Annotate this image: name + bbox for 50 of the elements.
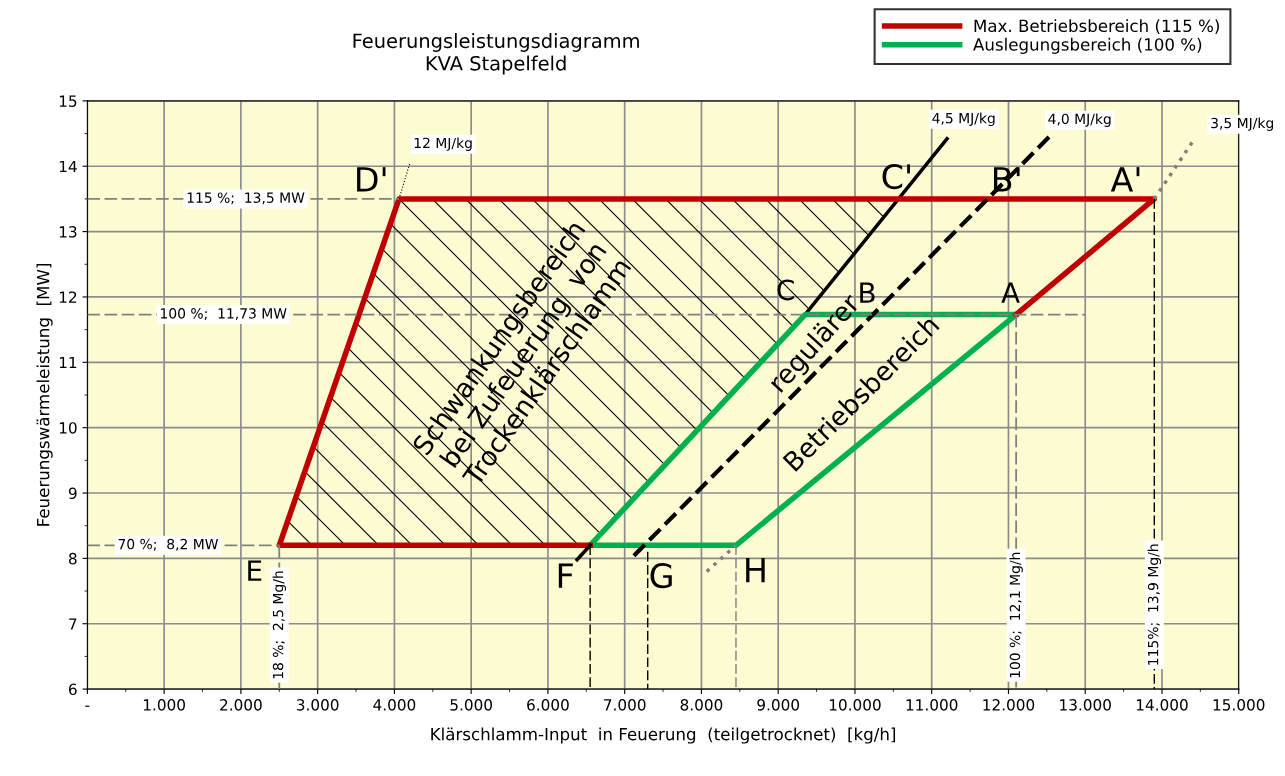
y-axis-title: Feuerungswärmeleistung [MW]: [36, 264, 53, 526]
x-tick-label: 13.000: [1060, 699, 1111, 711]
annotation: 100 %; 11,73 MW: [161, 308, 287, 321]
annotation: G: [650, 563, 672, 589]
x-tick-label: 10.000: [829, 699, 881, 711]
x-tick-label: 6.000: [527, 699, 569, 711]
y-tick-label: 8: [68, 552, 77, 565]
y-tick-label: 9: [68, 487, 77, 500]
annotation: 12 MJ/kg: [414, 137, 472, 151]
annotation: 115 %; 13,5 MW: [187, 192, 305, 205]
x-tick-label: 2.000: [220, 699, 262, 711]
chart-title: Feuerungsleistungsdiagramm KVA Stapelfeld: [353, 33, 639, 75]
annotation: B: [860, 282, 875, 303]
annotation: 4,5 MJ/kg: [932, 112, 995, 127]
annotation: 70 %; 8,2 MW: [118, 538, 219, 551]
x-tick-label: 14.000: [1136, 699, 1188, 711]
annotation: 100 %; 12,1 Mg/h: [1009, 552, 1023, 678]
annotation: A': [1110, 167, 1140, 192]
annotation: 4,0 MJ/kg: [1048, 113, 1111, 127]
y-tick-label: 7: [69, 618, 77, 630]
y-tick-label: 12: [59, 291, 77, 303]
x-axis-title: Klärschlamm-Input in Feuerung (teilgetrocknet) [kg/h]: [431, 727, 896, 744]
y-tick-label: 13: [59, 226, 77, 238]
annotation: A: [1001, 282, 1020, 303]
y-tick-label: 6: [69, 683, 77, 696]
annotation: 3,5 MJ/kg: [1211, 117, 1274, 131]
legend-label: Max. Betriebsbereich (115 %): [974, 19, 1219, 35]
x-tick-label: 15.000: [1213, 699, 1265, 711]
legend-label: Auslegungsbereich (100 %): [973, 37, 1202, 54]
y-tick-label: 15: [59, 95, 77, 107]
annotation: D': [357, 167, 386, 192]
x-tick-label: 9.000: [757, 699, 800, 711]
annotation: F: [558, 563, 573, 588]
annotation: H: [746, 557, 765, 583]
x-tick-label: 8.000: [680, 699, 723, 711]
y-tick-label: 14: [59, 160, 77, 173]
x-tick-label: 7.000: [604, 699, 646, 711]
x-tick-label: -: [85, 705, 90, 707]
annotation: 115%; 13,9 Mg/h: [1147, 544, 1162, 665]
x-tick-label: 4.000: [373, 699, 416, 711]
x-tick-label: 5.000: [450, 699, 493, 711]
annotation: C': [882, 163, 910, 190]
annotation: 18 %; 2,5 Mg/h: [272, 571, 286, 679]
x-tick-label: 12.000: [983, 699, 1035, 711]
annotation: E: [248, 560, 262, 581]
x-tick-label: 1.000: [143, 699, 185, 711]
x-tick-label: 11.000: [906, 699, 958, 711]
y-tick-label: 10: [59, 422, 77, 434]
y-tick-label: 11: [59, 356, 77, 369]
x-tick-label: 3.000: [296, 699, 339, 711]
